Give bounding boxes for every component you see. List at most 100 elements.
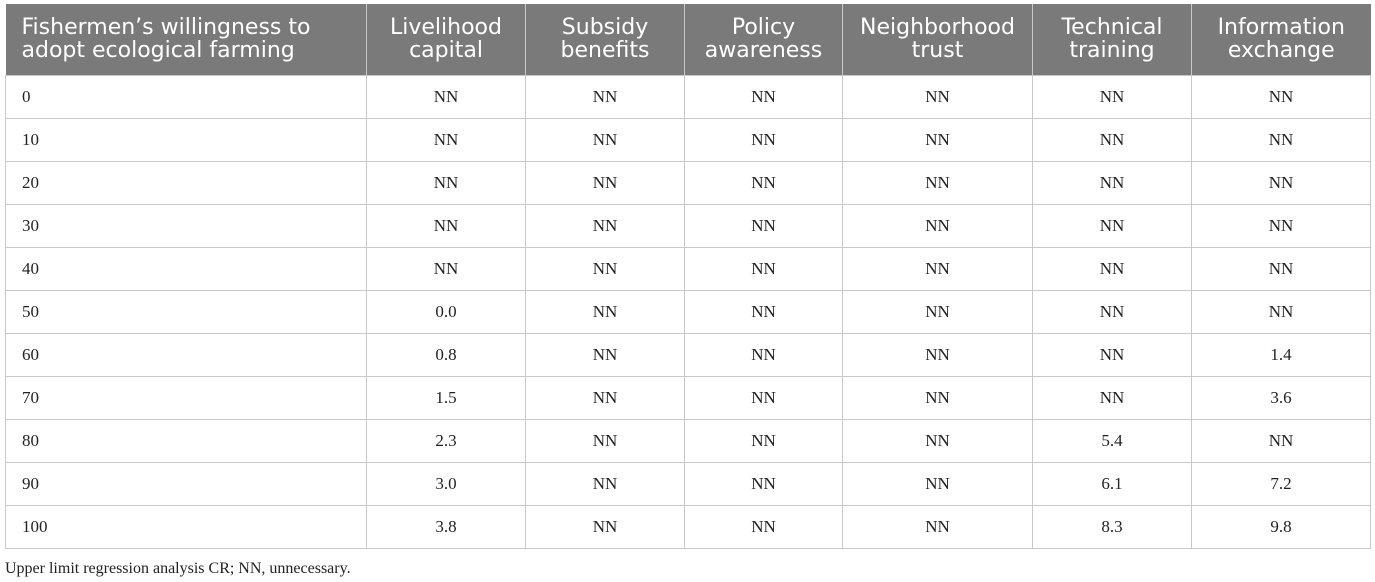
header-technical-training: Technical training	[1032, 4, 1192, 75]
table-footnote: Upper limit regression analysis CR; NN, …	[5, 559, 351, 577]
row-label-cell: 30	[5, 203, 367, 248]
value-cell: 0.8	[366, 332, 526, 377]
value-cell: 1.5	[366, 375, 526, 420]
value-cell: NN	[842, 246, 1033, 291]
value-cell: 8.3	[1032, 504, 1192, 549]
value-cell: NN	[525, 160, 685, 205]
table-row: 90 3.0 NN NN NN 6.1 7.2	[5, 461, 1371, 506]
row-label-cell: 70	[5, 375, 367, 420]
value-cell: NN	[525, 375, 685, 420]
value-cell: 9.8	[1191, 504, 1371, 549]
value-cell: NN	[842, 74, 1033, 119]
row-label-cell: 50	[5, 289, 367, 334]
value-cell: NN	[525, 289, 685, 334]
table-row: 20 NN NN NN NN NN NN	[5, 160, 1371, 205]
value-cell: NN	[1191, 203, 1371, 248]
value-cell: 1.4	[1191, 332, 1371, 377]
value-cell: NN	[684, 332, 843, 377]
table-row: 0 NN NN NN NN NN NN	[5, 74, 1371, 119]
value-cell: NN	[1191, 74, 1371, 119]
value-cell: 3.8	[366, 504, 526, 549]
value-cell: 0.0	[366, 289, 526, 334]
value-cell: NN	[1032, 246, 1192, 291]
value-cell: NN	[366, 74, 526, 119]
value-cell: NN	[1032, 203, 1192, 248]
data-table: Fishermen’s willingness to adopt ecologi…	[5, 4, 1371, 549]
value-cell: NN	[525, 418, 685, 463]
value-cell: 3.6	[1191, 375, 1371, 420]
value-cell: NN	[525, 246, 685, 291]
header-information-exchange: Information exchange	[1191, 4, 1371, 75]
value-cell: NN	[525, 203, 685, 248]
value-cell: NN	[684, 74, 843, 119]
value-cell: NN	[842, 117, 1033, 162]
table-body: 0 NN NN NN NN NN NN 10 NN NN NN NN NN NN 20 NN NN NN NN NN N…	[5, 74, 1371, 549]
value-cell: 3.0	[366, 461, 526, 506]
value-cell: NN	[1191, 117, 1371, 162]
value-cell: NN	[1191, 246, 1371, 291]
row-label-cell: 100	[5, 504, 367, 549]
row-label-cell: 10	[5, 117, 367, 162]
value-cell: NN	[525, 461, 685, 506]
value-cell: NN	[366, 203, 526, 248]
value-cell: NN	[842, 203, 1033, 248]
header-willingness: Fishermen’s willingness to adopt ecologi…	[5, 4, 367, 75]
value-cell: NN	[1032, 117, 1192, 162]
value-cell: NN	[1032, 74, 1192, 119]
header-livelihood-capital: Livelihood capital	[366, 4, 526, 75]
value-cell: NN	[684, 203, 843, 248]
table-header: Fishermen’s willingness to adopt ecologi…	[5, 4, 1371, 75]
table-row: 10 NN NN NN NN NN NN	[5, 117, 1371, 162]
table-row: 80 2.3 NN NN NN 5.4 NN	[5, 418, 1371, 463]
table-row: 100 3.8 NN NN NN 8.3 9.8	[5, 504, 1371, 549]
value-cell: NN	[1032, 332, 1192, 377]
value-cell: NN	[1032, 375, 1192, 420]
row-label-cell: 0	[5, 74, 367, 119]
value-cell: NN	[366, 117, 526, 162]
row-label-cell: 20	[5, 160, 367, 205]
header-row: Fishermen’s willingness to adopt ecologi…	[5, 4, 1371, 75]
header-neighborhood-trust: Neighborhood trust	[842, 4, 1033, 75]
table-row: 60 0.8 NN NN NN NN 1.4	[5, 332, 1371, 377]
value-cell: NN	[1032, 160, 1192, 205]
value-cell: NN	[684, 117, 843, 162]
value-cell: NN	[684, 461, 843, 506]
value-cell: 6.1	[1032, 461, 1192, 506]
row-label-cell: 80	[5, 418, 367, 463]
table-row: 30 NN NN NN NN NN NN	[5, 203, 1371, 248]
value-cell: NN	[1032, 289, 1192, 334]
value-cell: NN	[684, 418, 843, 463]
value-cell: NN	[366, 246, 526, 291]
table-row: 40 NN NN NN NN NN NN	[5, 246, 1371, 291]
value-cell: NN	[842, 375, 1033, 420]
value-cell: NN	[525, 332, 685, 377]
value-cell: NN	[842, 289, 1033, 334]
value-cell: NN	[684, 289, 843, 334]
value-cell: NN	[684, 375, 843, 420]
row-label-cell: 40	[5, 246, 367, 291]
value-cell: NN	[525, 117, 685, 162]
value-cell: NN	[842, 504, 1033, 549]
value-cell: NN	[366, 160, 526, 205]
value-cell: NN	[1191, 418, 1371, 463]
header-policy-awareness: Policy awareness	[684, 4, 843, 75]
table-container: Fishermen’s willingness to adopt ecologi…	[5, 4, 1371, 578]
header-subsidy-benefits: Subsidy benefits	[525, 4, 685, 75]
value-cell: NN	[842, 160, 1033, 205]
value-cell: NN	[1191, 289, 1371, 334]
value-cell: 5.4	[1032, 418, 1192, 463]
value-cell: NN	[684, 246, 843, 291]
value-cell: 2.3	[366, 418, 526, 463]
value-cell: NN	[684, 160, 843, 205]
value-cell: NN	[842, 418, 1033, 463]
table-row: 50 0.0 NN NN NN NN NN	[5, 289, 1371, 334]
value-cell: 7.2	[1191, 461, 1371, 506]
value-cell: NN	[1191, 160, 1371, 205]
table-row: 70 1.5 NN NN NN NN 3.6	[5, 375, 1371, 420]
row-label-cell: 90	[5, 461, 367, 506]
value-cell: NN	[525, 504, 685, 549]
value-cell: NN	[842, 461, 1033, 506]
value-cell: NN	[842, 332, 1033, 377]
value-cell: NN	[684, 504, 843, 549]
row-label-cell: 60	[5, 332, 367, 377]
